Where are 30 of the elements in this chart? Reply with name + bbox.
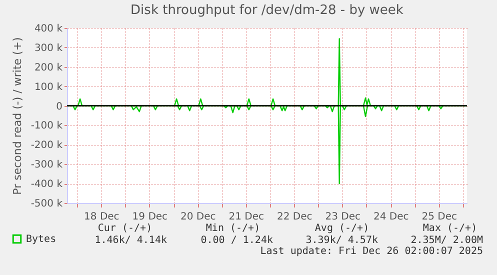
x-tick-label: 21 Dec [228, 212, 264, 222]
y-tick-label: 200 k [34, 62, 63, 74]
x-tick-label: 18 Dec [84, 212, 120, 222]
legend-label: Bytes [26, 234, 56, 245]
text: 0.00 / 1.24k [200, 235, 273, 246]
text: Cur (-/+) [98, 223, 152, 234]
y-tick-label: -400 k [30, 179, 63, 190]
y-axis-title: Pr second read (-) / write (+) [10, 37, 24, 195]
y-tick-label: -100 k [30, 120, 63, 132]
y-tick-label: -500 k [30, 198, 63, 210]
text: Min (-/+) [206, 223, 260, 234]
y-tick-label: -300 k [30, 160, 63, 171]
x-tick-label: 22 Dec [277, 212, 312, 222]
text: 1.46k/ 4.14k [94, 235, 167, 246]
text: 3.39k/ 4.57k [306, 235, 378, 246]
x-tick-label: 20 Dec [180, 212, 216, 222]
text: 2.35M/ 2.00M [410, 235, 483, 246]
chart-title: Disk throughput for /dev/dm-28 - by week [130, 3, 404, 18]
text: Last update: Fri Dec 26 02:00:07 2025 [260, 246, 483, 257]
x-tick-label: 24 Dec [373, 212, 409, 222]
x-tick-label: 19 Dec [132, 212, 168, 222]
x-tick-label: 25 Dec [422, 212, 457, 222]
text: Avg (-/+) [314, 223, 370, 234]
y-tick-label: 300 k [34, 42, 63, 54]
y-tick-label: 100 k [34, 82, 63, 93]
y-tick-label: -200 k [30, 140, 63, 152]
text: Max (-/+) [422, 223, 478, 234]
y-tick-label: 0 [56, 101, 62, 112]
y-tick-label: 400 k [34, 24, 63, 34]
x-tick-label: 23 Dec [325, 212, 361, 222]
